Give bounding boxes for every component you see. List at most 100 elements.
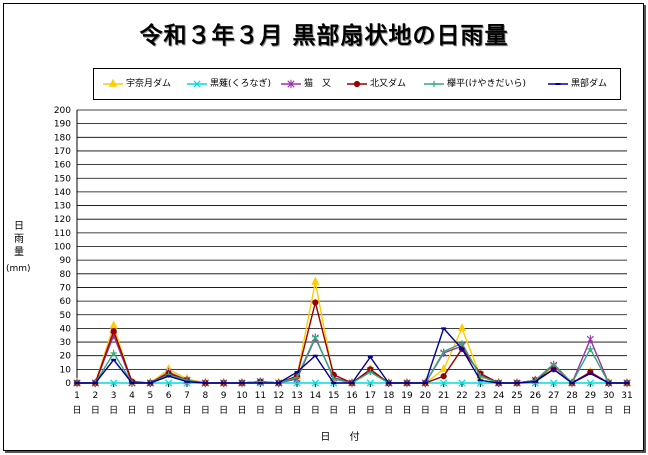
x-tick-label: 15 [328, 391, 339, 401]
legend-label: 宇奈月ダム [126, 79, 172, 89]
y-tick-label: 90 [60, 256, 72, 266]
data-point-series-6 [239, 382, 245, 384]
x-tick-label: 10 [236, 391, 248, 401]
x-tick-label: 25 [511, 391, 522, 401]
data-point-series-6 [496, 382, 502, 384]
x-tick-label: 24 [493, 391, 505, 401]
x-tick-suffix: 日 [586, 405, 595, 416]
data-point-series-6 [569, 382, 575, 384]
data-point-series-6 [276, 382, 282, 384]
legend-swatch [424, 80, 444, 88]
y-tick-label: 200 [54, 106, 71, 116]
data-point-series-2 [366, 379, 374, 387]
data-point-series-4 [312, 299, 319, 306]
data-point-series-2 [586, 379, 594, 387]
data-point-series-6 [221, 382, 227, 384]
data-point-series-6 [129, 382, 135, 384]
y-axis-label-char: 日 [14, 221, 24, 232]
marker-stroke [458, 379, 466, 387]
data-point-series-2 [458, 379, 466, 387]
data-point-series-2 [550, 379, 558, 387]
x-tick-label: 2 [92, 391, 98, 401]
y-tick-label: 180 [54, 133, 71, 143]
x-tick-suffix: 日 [604, 405, 613, 416]
marker-stroke [311, 379, 319, 387]
x-axis-label: 日 付 [320, 432, 368, 443]
data-point-series-6 [349, 382, 355, 384]
legend-label: 北又ダム [370, 79, 407, 89]
x-tick-suffix: 日 [402, 405, 411, 416]
y-tick-label: 70 [60, 283, 72, 293]
data-point-series-6 [312, 354, 318, 357]
data-point-series-1 [109, 320, 118, 329]
x-tick-suffix: 日 [622, 405, 631, 416]
x-tick-label: 22 [456, 391, 467, 401]
data-point-series-4 [110, 328, 117, 335]
x-tick-label: 30 [603, 391, 615, 401]
x-tick-label: 19 [401, 391, 413, 401]
legend-swatch [548, 83, 568, 85]
x-tick-label: 13 [291, 391, 302, 401]
legend-marker [193, 80, 201, 88]
data-point-series-5 [587, 345, 594, 353]
y-axis-label-char: 雨 [14, 234, 24, 245]
y-tick-label: 110 [54, 229, 71, 239]
data-point-series-6 [386, 382, 392, 384]
data-point-series-6 [514, 382, 520, 384]
x-tick-suffix: 日 [421, 405, 430, 416]
data-point-series-6 [147, 382, 153, 384]
x-tick-suffix: 日 [329, 405, 338, 416]
data-point-series-3 [586, 335, 594, 344]
data-point-series-6 [404, 382, 410, 384]
y-axis-label: 日 雨 量 [12, 220, 26, 259]
marker-stroke [586, 379, 594, 387]
x-tick-label: 5 [147, 391, 153, 401]
x-tick-label: 8 [202, 391, 208, 401]
x-tick-suffix: 日 [127, 405, 136, 416]
x-tick-suffix: 日 [201, 405, 210, 416]
x-tick-suffix: 日 [311, 405, 320, 416]
x-tick-suffix: 日 [256, 405, 265, 416]
chart-legend: 宇奈月ダム 黒薙(くろなぎ) 猫 又 北又ダム 欅平(けやきだいら) 黒部ダム [93, 68, 621, 100]
x-tick-suffix: 日 [237, 405, 246, 416]
x-tick-suffix: 日 [567, 405, 576, 416]
data-point-series-5 [293, 374, 301, 381]
data-point-series-6 [166, 375, 172, 378]
y-axis-label-char: 量 [14, 247, 24, 258]
legend-label: 黒薙(くろなぎ) [210, 79, 272, 89]
x-tick-label: 1 [74, 391, 80, 401]
y-tick-label: 190 [54, 120, 71, 130]
data-point-series-2 [110, 379, 118, 387]
x-tick-suffix: 日 [439, 405, 448, 416]
x-tick-suffix: 日 [72, 405, 81, 416]
data-point-series-1 [311, 276, 320, 285]
y-tick-label: 120 [54, 215, 71, 225]
x-tick-label: 23 [475, 391, 486, 401]
marker-stroke [165, 379, 173, 387]
x-tick-suffix: 日 [91, 405, 100, 416]
data-point-series-4 [440, 373, 447, 380]
x-tick-suffix: 日 [366, 405, 375, 416]
x-tick-suffix: 日 [384, 405, 393, 416]
marker-stroke [440, 379, 448, 387]
y-tick-label: 50 [60, 311, 72, 321]
marker-stroke [366, 379, 374, 387]
x-tick-label: 12 [273, 391, 284, 401]
y-tick-label: 160 [54, 161, 71, 171]
y-tick-label: 100 [54, 243, 71, 253]
x-tick-label: 6 [166, 391, 172, 401]
data-point-series-6 [257, 382, 263, 384]
data-point-series-2 [311, 379, 319, 387]
data-point-series-6 [532, 380, 538, 383]
x-tick-suffix: 日 [219, 405, 228, 416]
data-point-series-5 [312, 333, 319, 340]
data-point-series-6 [587, 372, 593, 375]
data-point-series-6 [441, 327, 447, 330]
x-tick-suffix: 日 [494, 405, 503, 416]
marker-stroke [193, 80, 201, 88]
x-tick-label: 21 [438, 391, 449, 401]
legend-marker [555, 83, 561, 85]
y-tick-label: 130 [54, 202, 71, 212]
y-tick-label: 20 [60, 352, 72, 362]
